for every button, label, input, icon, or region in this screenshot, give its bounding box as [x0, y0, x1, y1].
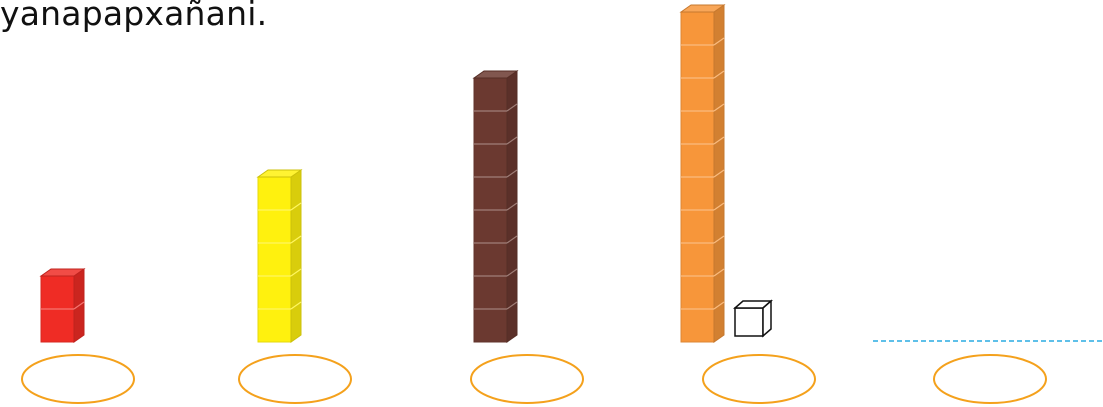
answer-oval-3[interactable] — [470, 354, 584, 404]
cube-tower-3 — [472, 70, 519, 343]
answer-oval-5[interactable] — [933, 354, 1047, 404]
unit-cube — [733, 299, 773, 338]
cube-tower-4 — [679, 4, 726, 343]
cube-tower-1 — [39, 268, 86, 343]
instruction-text: yanapapxañani. — [0, 0, 268, 33]
answer-oval-1[interactable] — [21, 354, 135, 404]
cube-tower-2 — [256, 169, 303, 343]
answer-oval-2[interactable] — [238, 354, 352, 404]
answer-oval-4[interactable] — [702, 354, 816, 404]
